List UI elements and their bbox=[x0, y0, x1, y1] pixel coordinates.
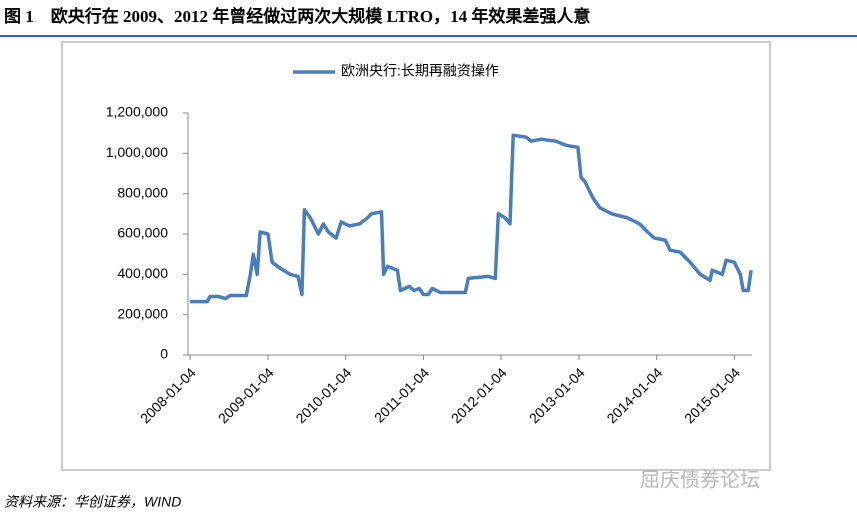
chart-frame bbox=[61, 41, 771, 471]
x-tick-label: 2008-01-04 bbox=[137, 364, 199, 426]
x-tick-label: 2014-01-04 bbox=[603, 364, 665, 426]
x-tick-label: 2011-01-04 bbox=[371, 364, 432, 425]
legend-label: 欧洲央行:长期再融资操作 bbox=[341, 63, 499, 79]
y-tick-label: 1,200,000 bbox=[106, 104, 168, 120]
y-tick-label: 200,000 bbox=[117, 305, 168, 321]
x-tick-label: 2009-01-04 bbox=[215, 364, 277, 426]
y-tick-label: 400,000 bbox=[117, 265, 168, 281]
data-line bbox=[190, 133, 753, 304]
x-tick-label: 2010-01-04 bbox=[292, 364, 354, 426]
y-tick-label: 800,000 bbox=[117, 184, 168, 200]
y-tick-label: 0 bbox=[160, 346, 168, 362]
x-tick-label: 2015-01-04 bbox=[681, 364, 743, 426]
chart-title: 图 1 欧央行在 2009、2012 年曾经做过两次大规模 LTRO，14 年效… bbox=[4, 6, 590, 26]
x-tick-label: 2013-01-04 bbox=[526, 364, 588, 426]
y-tick-label: 1,000,000 bbox=[106, 144, 168, 160]
y-tick-label: 600,000 bbox=[117, 225, 168, 241]
x-tick-label: 2012-01-04 bbox=[448, 364, 510, 426]
watermark: 屈庆债券论坛 bbox=[640, 468, 760, 491]
source-note: 资料来源：华创证券，WIND bbox=[4, 494, 181, 510]
